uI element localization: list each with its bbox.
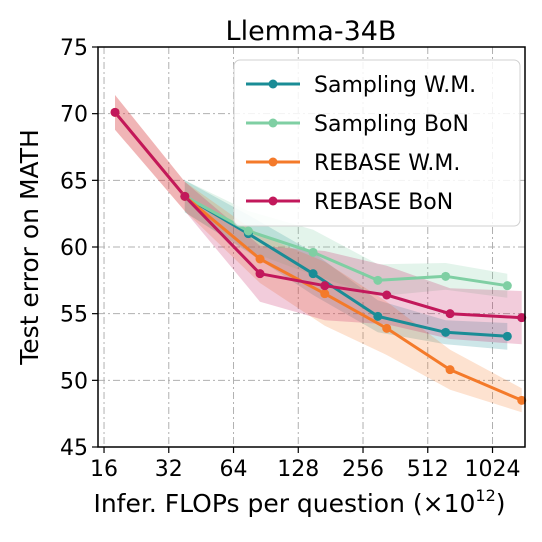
data-point (308, 247, 318, 257)
legend-marker (268, 118, 278, 128)
data-point (110, 107, 120, 117)
x-tick-label: 128 (277, 457, 319, 482)
data-point (373, 311, 383, 321)
data-point (373, 275, 383, 285)
y-tick-label: 45 (60, 436, 88, 461)
series-band (115, 95, 522, 413)
x-tick-label: 64 (220, 457, 248, 482)
series-markers (110, 107, 527, 405)
legend: Sampling W.M. Sampling BoN REBASE W.M. REBA… (233, 59, 521, 227)
data-point (502, 281, 512, 291)
x-tick-label: 256 (342, 457, 384, 482)
x-tick-label: 512 (407, 457, 449, 482)
y-tick-label: 75 (60, 36, 88, 61)
series-line (184, 195, 508, 338)
y-axis-label: Test error on MATH (15, 129, 44, 366)
data-point (517, 395, 527, 405)
data-point (517, 313, 527, 323)
data-point (255, 269, 265, 279)
legend-box (233, 59, 521, 227)
x-axis-label-close: ) (496, 489, 506, 518)
x-axis-label-main: Infer. FLOPs per question (×10 (93, 489, 475, 518)
legend-label: REBASE BoN (314, 190, 453, 215)
data-point (441, 327, 451, 337)
y-tick-label: 55 (60, 303, 88, 328)
legend-marker (268, 196, 278, 206)
legend-marker (268, 79, 278, 89)
y-tick-label: 60 (60, 236, 88, 261)
y-tick-label: 70 (60, 103, 88, 128)
series-band (115, 95, 522, 345)
data-point (445, 309, 455, 319)
data-point (180, 191, 190, 201)
x-tick-label: 32 (155, 457, 183, 482)
legend-label: Sampling W.M. (314, 73, 476, 98)
series-band (184, 180, 508, 298)
data-point (502, 331, 512, 341)
data-point (320, 289, 330, 299)
data-point (382, 290, 392, 300)
legend-label: REBASE W.M. (314, 151, 460, 176)
x-axis-label-exponent: 12 (475, 486, 495, 505)
data-point (255, 254, 265, 264)
data-point (441, 271, 451, 281)
data-point (308, 269, 318, 279)
y-tick-label: 65 (60, 169, 88, 194)
x-tick-label: 1024 (465, 457, 521, 482)
data-point (320, 281, 330, 291)
axis-ticks: 16 32 64 128 256 512 1024 45 50 55 60 65 70 75 (60, 36, 521, 482)
data-point (445, 365, 455, 375)
legend-label: Sampling BoN (314, 112, 469, 137)
legend-marker (268, 157, 278, 167)
y-tick-label: 50 (60, 369, 88, 394)
x-axis-label: Infer. FLOPs per question (×1012) (93, 486, 505, 518)
x-tick-label: 16 (90, 457, 118, 482)
data-point (382, 323, 392, 333)
chart-title: Llemma-34B (226, 16, 397, 47)
data-point (243, 226, 253, 236)
